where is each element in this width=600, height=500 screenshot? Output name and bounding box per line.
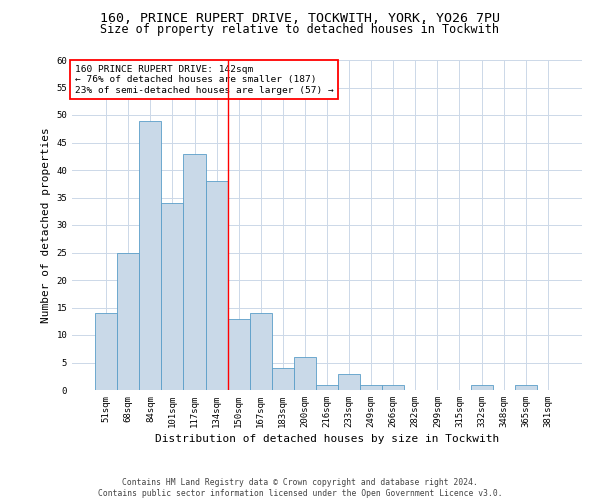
Bar	[139, 120, 161, 390]
Bar	[117, 252, 139, 390]
Text: 160 PRINCE RUPERT DRIVE: 142sqm
← 76% of detached houses are smaller (187)
23% o: 160 PRINCE RUPERT DRIVE: 142sqm ← 76% of…	[74, 65, 334, 95]
Bar	[316, 384, 338, 390]
Bar	[227, 318, 250, 390]
Bar	[470, 384, 493, 390]
Bar	[184, 154, 206, 390]
Text: Contains HM Land Registry data © Crown copyright and database right 2024.
Contai: Contains HM Land Registry data © Crown c…	[98, 478, 502, 498]
Y-axis label: Number of detached properties: Number of detached properties	[41, 127, 51, 323]
Bar	[206, 181, 227, 390]
Bar	[338, 374, 360, 390]
Bar	[294, 357, 316, 390]
Bar	[382, 384, 404, 390]
Text: 160, PRINCE RUPERT DRIVE, TOCKWITH, YORK, YO26 7PU: 160, PRINCE RUPERT DRIVE, TOCKWITH, YORK…	[100, 12, 500, 26]
Bar	[161, 203, 184, 390]
Bar	[95, 313, 117, 390]
Bar	[250, 313, 272, 390]
Text: Size of property relative to detached houses in Tockwith: Size of property relative to detached ho…	[101, 22, 499, 36]
Bar	[272, 368, 294, 390]
X-axis label: Distribution of detached houses by size in Tockwith: Distribution of detached houses by size …	[155, 434, 499, 444]
Bar	[515, 384, 537, 390]
Bar	[360, 384, 382, 390]
